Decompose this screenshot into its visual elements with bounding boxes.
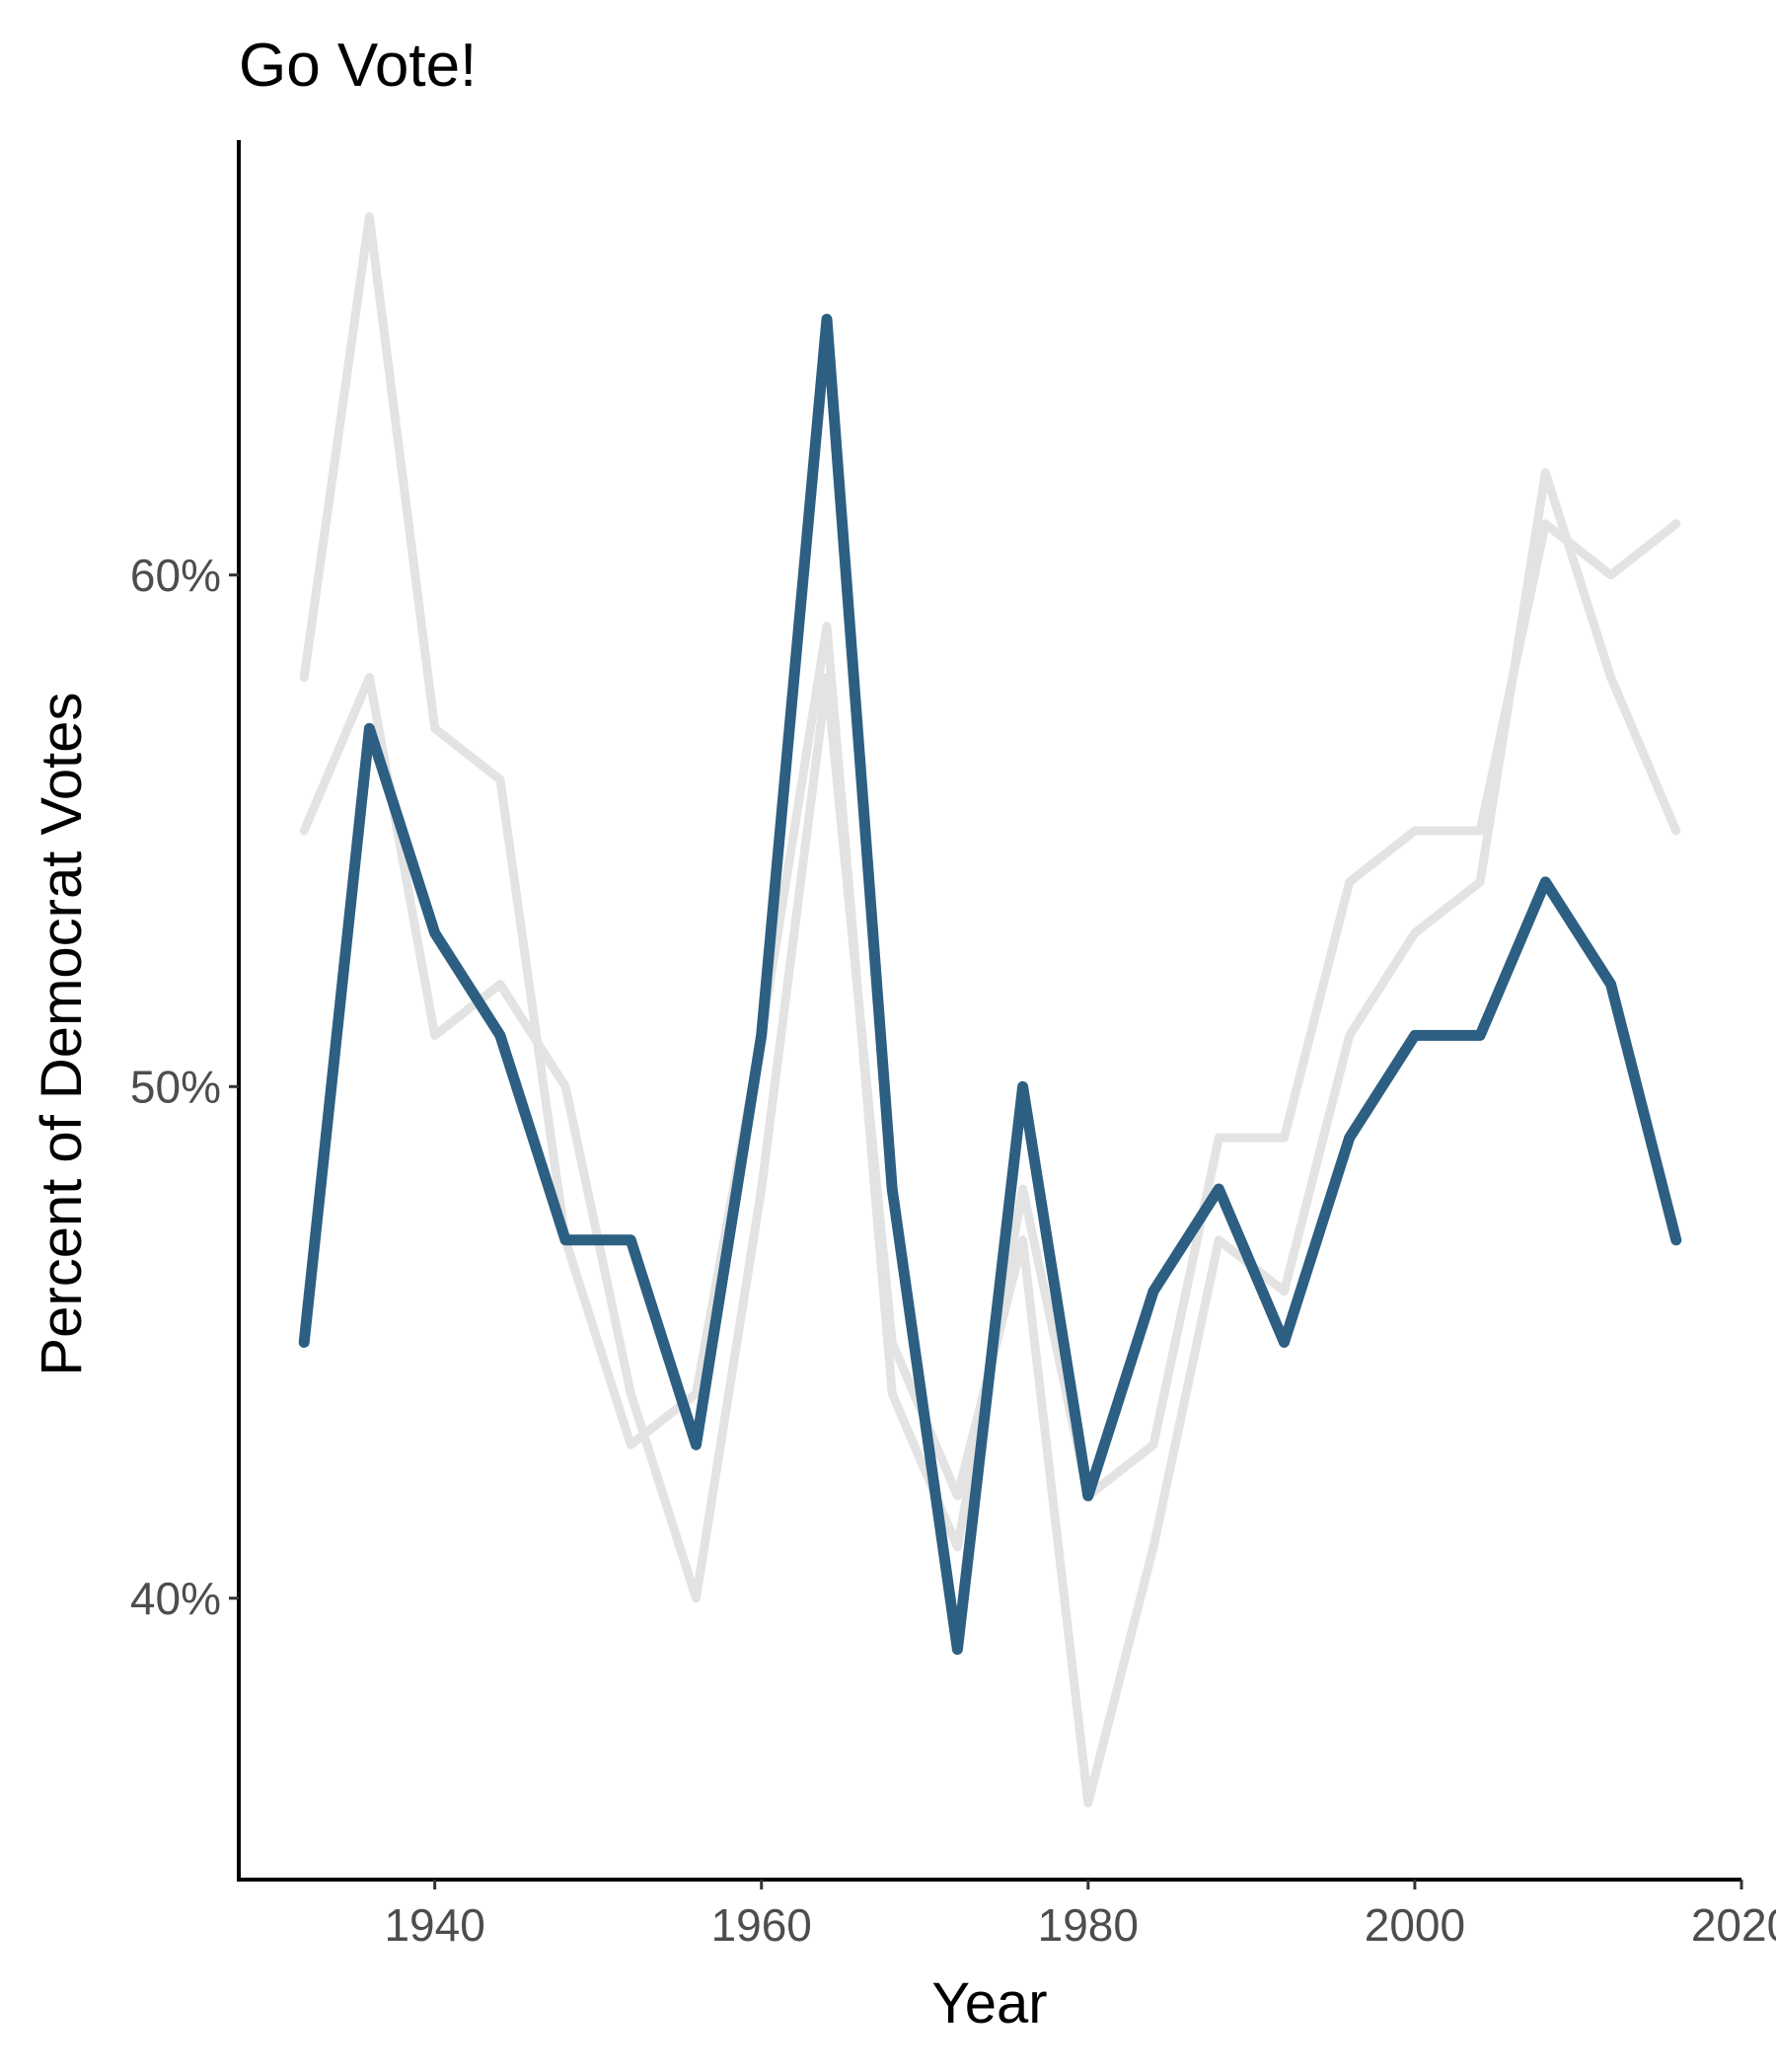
series-line-2: [299, 468, 1681, 1808]
y-axis-label: Percent of Democrat Votes: [30, 692, 94, 1375]
x-tick-label: 1960: [711, 1899, 812, 1951]
x-axis-label: Year: [931, 1971, 1047, 2035]
x-tick-label: 1940: [384, 1899, 484, 1951]
chart-title: Go Vote!: [239, 32, 477, 100]
y-tick-label: 50%: [130, 1061, 221, 1112]
y-tick-label: 60%: [130, 550, 221, 601]
x-tick-label: 2000: [1365, 1899, 1465, 1951]
x-tick-label: 2020: [1691, 1899, 1776, 1951]
series-line-highlight: [298, 314, 1682, 1656]
y-tick-label: 40%: [130, 1573, 221, 1624]
y-axis-ticks: 40% 50% 60%: [130, 550, 239, 1624]
x-axis-ticks: 1940 1960 1980 2000 2020: [384, 1880, 1776, 1951]
series-layer: [298, 212, 1682, 1808]
x-tick-label: 1980: [1038, 1899, 1139, 1951]
